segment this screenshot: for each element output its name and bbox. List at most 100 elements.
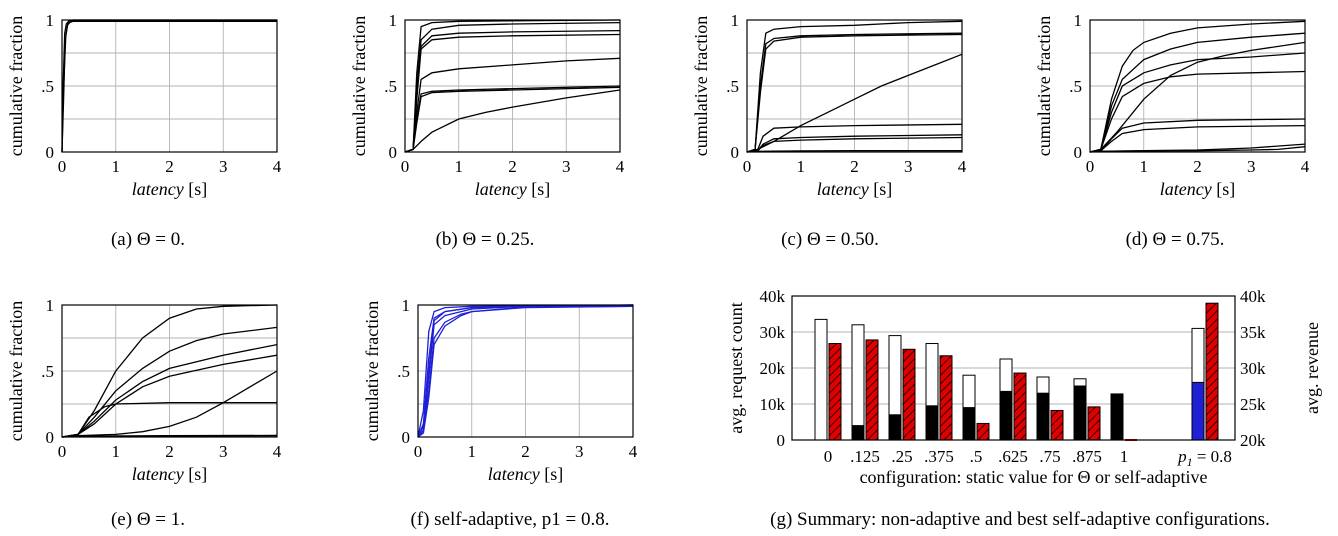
- subfigure-caption: (e) Θ = 1.: [111, 509, 185, 530]
- y-right-tick-label: 25k: [1240, 395, 1266, 414]
- plot-frame: [1089, 19, 1306, 153]
- cdf-curve: [417, 305, 634, 438]
- x-tick-label: 4: [616, 157, 625, 176]
- y-tick-label: 1: [1074, 11, 1083, 30]
- y-axis-label: cumulative fraction: [6, 301, 26, 441]
- category-label: .375: [924, 447, 954, 466]
- y-tick-label: 20k: [760, 359, 786, 378]
- x-axis-label: configuration: static value for Θ or sel…: [860, 467, 1208, 487]
- category-label: .125: [850, 447, 880, 466]
- x-axis-label-unit: [s]: [869, 179, 893, 199]
- x-tick-label: 4: [1301, 157, 1310, 176]
- y-axis-label: cumulative fraction: [1034, 16, 1054, 156]
- y-right-tick-label: 40k: [1240, 287, 1266, 306]
- x-tick-label: 1: [797, 157, 806, 176]
- y-tick-label: .5: [1069, 77, 1082, 96]
- y-tick-label: 0: [1074, 143, 1083, 162]
- y-tick-label: 1: [389, 11, 398, 30]
- x-tick-label: 2: [165, 442, 174, 461]
- y-right-axis-label: avg. revenue: [1302, 322, 1322, 414]
- category-label: .25: [891, 447, 912, 466]
- x-axis-label-unit: [s]: [184, 179, 208, 199]
- x-axis-label: latency [s]: [132, 464, 207, 484]
- x-axis-label-name: latency: [132, 179, 184, 199]
- revenue-bar: [976, 422, 990, 441]
- cdf-panel-e: 0 1 2 3 4 0 .5 1 latency [s] cumulative fraction (…: [6, 296, 282, 530]
- revenue-bar: [865, 339, 879, 441]
- cdf-curve: [61, 354, 278, 438]
- x-tick-label: 0: [58, 157, 67, 176]
- x-axis-label-unit: [s]: [540, 464, 564, 484]
- served-request-bar: [851, 425, 865, 441]
- y-axis-label: cumulative fraction: [349, 16, 369, 156]
- x-tick-label: 1: [468, 442, 477, 461]
- revenue-bar: [1205, 302, 1219, 441]
- x-tick-label: 0: [743, 157, 752, 176]
- category-label: 1: [1120, 447, 1129, 466]
- plot-frame: [746, 19, 963, 153]
- y-tick-label: 0: [402, 428, 411, 447]
- plot-frame: [404, 19, 621, 153]
- cdf-panel-b: 0 1 2 3 4 0 .5 1 latency [s] cumulative fraction (…: [349, 11, 625, 250]
- x-tick-label: 3: [1247, 157, 1256, 176]
- served-request-bar: [1110, 393, 1124, 441]
- x-tick-label: 4: [958, 157, 967, 176]
- x-tick-label: 1: [112, 157, 121, 176]
- x-axis-label: latency [s]: [132, 179, 207, 199]
- x-axis-label-name: latency: [488, 464, 540, 484]
- x-axis-label-name: latency: [132, 464, 184, 484]
- x-axis-label-name: latency: [817, 179, 869, 199]
- y-tick-label: 40k: [760, 287, 786, 306]
- cdf-curve: [61, 402, 277, 438]
- category-label: .75: [1039, 447, 1060, 466]
- x-tick-label: 2: [521, 442, 530, 461]
- plot-frame: [61, 19, 278, 153]
- x-tick-label: 1: [455, 157, 464, 176]
- y-tick-label: 0: [731, 143, 740, 162]
- cdf-curve: [61, 370, 278, 438]
- x-tick-label: 0: [401, 157, 410, 176]
- cdf-panel-d: 0 1 2 3 4 0 .5 1 latency [s] cumulative fraction (…: [1034, 11, 1310, 250]
- revenue-bar: [1087, 406, 1101, 441]
- y-tick-label: 1: [402, 296, 411, 315]
- x-tick-label: 0: [1086, 157, 1095, 176]
- request-count-bar: [851, 324, 865, 441]
- y-axis-label: avg. request count: [726, 302, 746, 433]
- served-request-bar: [925, 405, 939, 441]
- x-axis-label-unit: [s]: [184, 464, 208, 484]
- y-tick-label: 0: [777, 431, 786, 450]
- revenue-bar: [902, 348, 916, 441]
- y-tick-label: .5: [41, 362, 54, 381]
- x-tick-label: 4: [273, 157, 282, 176]
- cdf-curve: [61, 20, 277, 153]
- cdf-curve: [746, 53, 963, 153]
- x-tick-label: 1: [112, 442, 121, 461]
- x-tick-label: 3: [219, 157, 228, 176]
- y-right-tick-label: 30k: [1240, 359, 1266, 378]
- x-axis-label-unit: [s]: [527, 179, 551, 199]
- cdf-panel-a: 0 1 2 3 4 0 .5 1 latency [s] cumulative fraction (…: [6, 11, 282, 250]
- y-tick-label: 1: [46, 11, 55, 30]
- x-tick-label: 2: [508, 157, 517, 176]
- y-axis-label: cumulative fraction: [362, 301, 382, 441]
- y-tick-label: 30k: [760, 323, 786, 342]
- plot-frame: [791, 295, 1236, 441]
- y-tick-label: 10k: [760, 395, 786, 414]
- y-tick-label: 0: [389, 143, 398, 162]
- x-tick-label: 0: [58, 442, 67, 461]
- cdf-curve: [61, 326, 278, 438]
- y-axis-label: cumulative fraction: [6, 16, 26, 156]
- served-request-bar: [999, 390, 1013, 441]
- category-label-self-adaptive: p1 = 0.8: [1177, 447, 1232, 469]
- category-label: 0: [824, 447, 833, 466]
- revenue-bar: [1013, 372, 1027, 441]
- y-tick-label: 1: [46, 296, 55, 315]
- cdf-curve: [404, 86, 621, 153]
- subfigure-caption: (a) Θ = 0.: [111, 229, 185, 250]
- y-tick-label: .5: [726, 77, 739, 96]
- served-request-bar: [1036, 392, 1050, 441]
- y-tick-label: 1: [731, 11, 740, 30]
- cdf-curve: [1089, 52, 1306, 153]
- cdf-panel-c: 0 1 2 3 4 0 .5 1 latency [s] cumulative fraction (…: [691, 11, 967, 250]
